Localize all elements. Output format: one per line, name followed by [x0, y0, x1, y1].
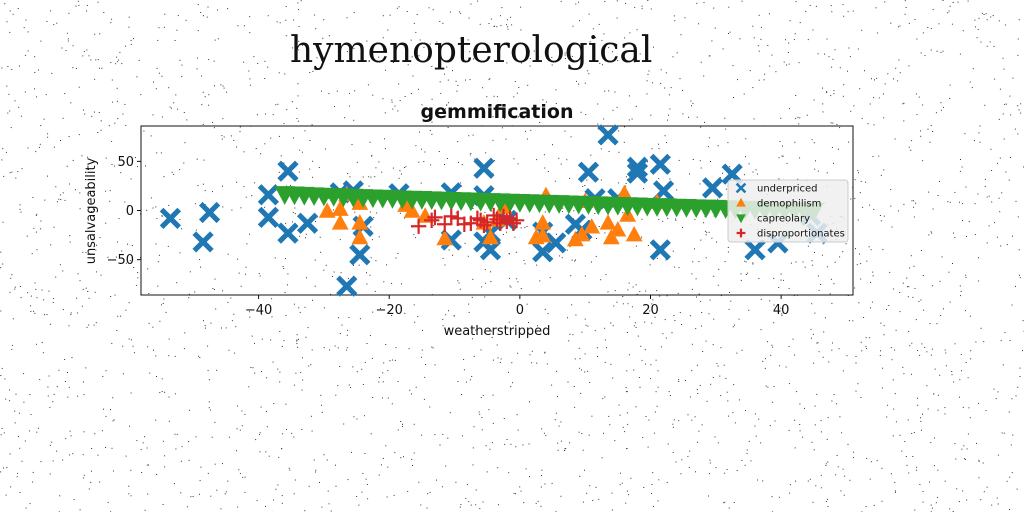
legend-label-capreolary: capreolary	[757, 214, 810, 225]
x-tick-label: 20	[642, 303, 659, 318]
data-point-underpriced-6	[277, 222, 299, 244]
data-point-underpriced-11	[349, 244, 371, 266]
legend-marker-underpriced	[735, 182, 747, 194]
chart-title: gemmification	[421, 101, 574, 123]
series-disproportionates	[410, 207, 525, 234]
data-point-disproportionates-11	[479, 214, 495, 230]
data-point-underpriced-7	[296, 212, 319, 234]
y-tick-label: 50	[117, 155, 134, 170]
data-point-demophilism-26	[615, 184, 633, 201]
data-point-demophilism-1	[331, 200, 349, 216]
y-axis: −50 0 50	[107, 155, 141, 268]
x-axis-label: weatherstripped	[444, 324, 551, 339]
data-point-underpriced-0	[159, 207, 182, 229]
legend-marker-demophilism	[736, 197, 746, 207]
data-point-underpriced-38	[744, 239, 766, 261]
data-point-demophilism-22	[583, 218, 601, 234]
data-point-underpriced-27	[577, 161, 600, 183]
legend-label-disproportionates: disproportionates	[757, 229, 845, 240]
x-tick-label: −20	[376, 303, 403, 318]
data-point-demophilism-12	[482, 228, 499, 245]
data-point-demophilism-0	[318, 202, 336, 218]
data-point-demophilism-17	[534, 226, 552, 243]
data-point-demophilism-28	[625, 225, 643, 242]
data-point-demophilism-10	[436, 229, 454, 246]
legend-label-underpriced: underpriced	[757, 184, 818, 195]
data-point-demophilism-5	[351, 214, 369, 230]
data-point-disproportionates-13	[489, 211, 505, 228]
x-axis: −40 −20 0 20 40	[245, 295, 790, 318]
data-point-underpriced-16	[473, 157, 495, 179]
data-point-demophilism-25	[609, 221, 627, 237]
data-point-underpriced-23	[532, 241, 554, 263]
data-point-underpriced-1	[198, 201, 221, 224]
data-point-demophilism-23	[599, 214, 617, 230]
data-point-disproportionates-3	[437, 216, 453, 232]
data-point-disproportionates-8	[469, 210, 486, 227]
x-tick-label: 0	[516, 303, 524, 318]
data-point-disproportionates-19	[508, 212, 525, 229]
data-point-underpriced-35	[649, 239, 671, 261]
data-point-disproportionates-2	[427, 209, 443, 226]
data-point-demophilism-24	[602, 228, 620, 245]
data-point-disproportionates-0	[410, 218, 427, 234]
data-point-underpriced-32	[626, 162, 649, 184]
data-point-underpriced-36	[701, 177, 724, 199]
data-point-underpriced-3	[257, 184, 279, 206]
data-point-underpriced-2	[192, 231, 214, 253]
legend: underpriced demophilism capreolary dispropo…	[727, 179, 849, 243]
data-point-demophilism-9	[416, 207, 434, 223]
data-point-underpriced-33	[649, 153, 671, 175]
y-axis-label: unsalvageability	[84, 157, 99, 264]
data-point-underpriced-29	[597, 124, 619, 146]
y-tick-label: 0	[126, 204, 134, 219]
legend-marker-disproportionates	[736, 228, 746, 238]
y-tick-label: −50	[107, 253, 134, 268]
legend-label-demophilism: demophilism	[757, 199, 821, 210]
data-point-demophilism-4	[351, 228, 369, 245]
data-point-demophilism-16	[534, 214, 552, 230]
x-tick-label: −40	[245, 303, 272, 318]
data-point-disproportionates-18	[505, 215, 522, 231]
data-marks	[159, 124, 828, 297]
legend-box	[727, 179, 849, 243]
data-point-underpriced-9	[336, 275, 358, 297]
data-point-underpriced-4	[257, 206, 279, 228]
x-tick-label: 40	[773, 303, 790, 318]
data-point-disproportionates-1	[423, 212, 440, 229]
data-point-underpriced-24	[545, 232, 567, 254]
data-point-demophilism-2	[331, 214, 349, 230]
data-point-underpriced-5	[277, 160, 299, 182]
page-title: hymenopterological	[290, 30, 653, 71]
data-point-demophilism-20	[573, 225, 591, 242]
data-point-demophilism-8	[403, 202, 421, 218]
data-point-disproportionates-4	[443, 208, 459, 225]
data-point-disproportionates-10	[476, 217, 492, 233]
data-point-underpriced-31	[626, 156, 649, 178]
legend-marker-capreolary	[736, 214, 746, 224]
data-point-disproportionates-14	[492, 215, 508, 231]
